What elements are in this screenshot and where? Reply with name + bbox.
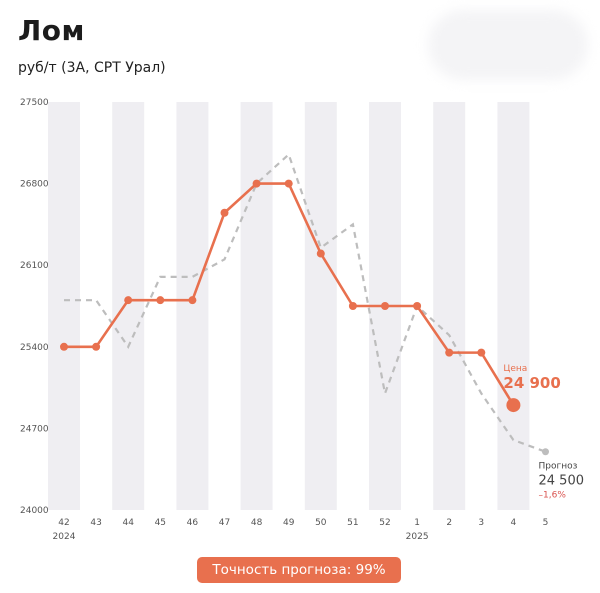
x-tick-label: 45 [155, 518, 166, 528]
x-tick-label: 50 [315, 518, 327, 528]
forecast-end-point [542, 448, 549, 456]
x-tick-label: 5 [543, 518, 549, 528]
y-tick-label: 24000 [20, 506, 49, 516]
price-callout-label: Цена [503, 364, 527, 374]
price-point [124, 296, 133, 305]
x-tick-label: 46 [187, 518, 199, 528]
x-tick-label: 1 [414, 518, 420, 528]
page-title: Лом [18, 14, 85, 47]
price-point [477, 348, 486, 357]
column-band [497, 102, 530, 510]
forecast-callout-value: 24 500 [539, 474, 585, 489]
price-point [252, 179, 261, 188]
column-band [48, 102, 80, 510]
x-tick-label: 44 [122, 518, 134, 528]
price-point [92, 342, 101, 351]
price-point [60, 342, 68, 351]
price-point [348, 302, 357, 310]
price-point [156, 296, 165, 305]
x-tick-label: 2 [446, 518, 452, 528]
x-tick-label: 52 [379, 518, 390, 528]
x-tick-label: 49 [283, 518, 295, 528]
price-end-point [506, 398, 521, 413]
x-tick-label: 47 [219, 518, 230, 528]
forecast-callout-label: Прогноз [539, 462, 578, 472]
blurred-logo-area [428, 10, 588, 80]
y-tick-label: 26800 [20, 180, 49, 190]
column-band [240, 102, 273, 510]
column-band [304, 102, 337, 510]
y-tick-label: 26100 [20, 261, 49, 271]
x-tick-label: 3 [478, 518, 484, 528]
price-point [188, 296, 197, 305]
x-tick-label: 48 [251, 518, 263, 528]
x-tick-label: 4 [511, 518, 517, 528]
page-subtitle: руб/т (3А, CPT Урал) [18, 60, 166, 76]
column-band [176, 102, 209, 510]
price-point [220, 208, 229, 217]
price-point [316, 249, 325, 258]
price-point [284, 179, 293, 188]
column-band [112, 102, 145, 510]
price-callout-value: 24 900 [503, 374, 560, 392]
price-point [413, 302, 422, 310]
y-tick-label: 25400 [20, 343, 49, 353]
price-point [445, 348, 454, 357]
year-label: 2024 [53, 532, 76, 542]
year-label: 2025 [406, 532, 429, 542]
accuracy-badge: Точность прогноза: 99% [197, 557, 401, 583]
y-tick-label: 24700 [20, 424, 49, 434]
x-tick-label: 43 [90, 518, 101, 528]
forecast-line [64, 152, 546, 453]
x-tick-label: 42 [58, 518, 69, 528]
forecast-callout-change: –1,6% [539, 491, 567, 501]
column-band [433, 102, 466, 510]
price-point [381, 302, 389, 310]
x-tick-label: 51 [347, 518, 358, 528]
y-tick-label: 27500 [20, 98, 49, 108]
